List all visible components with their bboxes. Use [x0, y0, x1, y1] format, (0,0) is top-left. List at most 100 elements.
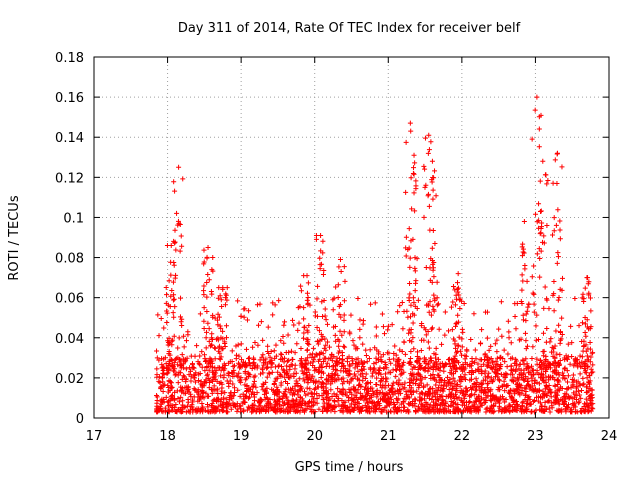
- data-point: [171, 368, 177, 374]
- data-point: [449, 391, 455, 397]
- data-point: [502, 375, 508, 381]
- data-point: [379, 311, 385, 317]
- data-point: [557, 227, 563, 233]
- data-point: [336, 264, 342, 270]
- data-point: [491, 364, 497, 370]
- data-point: [340, 363, 346, 369]
- data-point: [473, 356, 479, 362]
- data-point: [496, 384, 502, 390]
- data-point: [483, 409, 489, 415]
- data-point: [181, 344, 187, 350]
- data-point: [536, 201, 542, 207]
- data-point: [221, 361, 227, 367]
- data-point: [405, 314, 411, 320]
- data-point: [336, 395, 342, 401]
- data-point: [555, 408, 561, 414]
- data-point: [170, 364, 176, 370]
- data-point: [213, 387, 219, 393]
- data-point: [463, 400, 469, 406]
- y-tick-label: 0.1: [63, 211, 84, 226]
- data-point: [332, 324, 338, 330]
- data-point: [415, 349, 421, 355]
- data-point: [559, 275, 565, 281]
- data-point: [368, 393, 374, 399]
- data-point: [172, 304, 178, 310]
- data-point: [552, 157, 558, 163]
- data-point: [238, 375, 244, 381]
- data-point: [307, 386, 313, 392]
- data-point: [469, 368, 475, 374]
- data-point: [346, 371, 352, 377]
- data-point: [579, 359, 585, 365]
- data-point: [569, 376, 575, 382]
- data-point: [415, 297, 421, 303]
- data-point: [290, 392, 296, 398]
- data-point: [407, 120, 413, 126]
- data-point: [531, 301, 537, 307]
- data-point: [411, 190, 417, 196]
- data-point: [347, 390, 353, 396]
- data-point: [422, 135, 428, 141]
- data-point: [277, 409, 283, 415]
- data-point: [286, 349, 292, 355]
- data-point: [197, 370, 203, 376]
- data-point: [372, 345, 378, 351]
- data-point: [436, 365, 442, 371]
- data-point: [301, 389, 307, 395]
- data-point: [396, 356, 402, 362]
- data-point: [412, 381, 418, 387]
- data-point: [350, 361, 356, 367]
- data-point: [373, 360, 379, 366]
- data-point: [370, 370, 376, 376]
- data-point: [583, 384, 589, 390]
- data-point: [333, 284, 339, 290]
- data-point: [526, 394, 532, 400]
- data-point: [537, 365, 543, 371]
- data-point: [395, 407, 401, 413]
- data-point: [417, 361, 423, 367]
- data-point: [303, 392, 309, 398]
- data-point: [460, 368, 466, 374]
- data-point: [447, 376, 453, 382]
- data-point: [166, 278, 172, 284]
- data-point: [310, 351, 316, 357]
- data-point: [422, 365, 428, 371]
- data-point: [287, 390, 293, 396]
- data-point: [186, 372, 192, 378]
- data-point: [448, 304, 454, 310]
- data-point: [418, 397, 424, 403]
- data-point: [350, 338, 356, 344]
- data-point: [187, 368, 193, 374]
- data-point: [407, 264, 413, 270]
- data-point: [332, 332, 338, 338]
- data-point: [314, 324, 320, 330]
- data-point: [176, 164, 182, 170]
- data-point: [293, 380, 299, 386]
- data-point: [286, 399, 292, 405]
- data-point: [412, 401, 418, 407]
- data-point: [407, 338, 413, 344]
- data-point: [322, 306, 328, 312]
- data-point: [185, 397, 191, 403]
- data-point: [206, 393, 212, 399]
- data-point: [433, 378, 439, 384]
- data-point: [426, 391, 432, 397]
- data-point: [226, 380, 232, 386]
- data-point: [453, 345, 459, 351]
- data-point: [216, 314, 222, 320]
- data-point: [516, 389, 522, 395]
- data-point: [508, 371, 514, 377]
- data-point: [408, 362, 414, 368]
- data-point: [311, 408, 317, 414]
- data-point: [337, 408, 343, 414]
- data-point: [397, 303, 403, 309]
- data-point: [530, 399, 536, 405]
- data-point: [160, 364, 166, 370]
- data-point: [345, 367, 351, 373]
- data-point: [350, 407, 356, 413]
- x-axis-label: GPS time / hours: [295, 460, 404, 475]
- data-point: [330, 307, 336, 313]
- data-point: [506, 335, 512, 341]
- data-point: [399, 382, 405, 388]
- data-point: [200, 394, 206, 400]
